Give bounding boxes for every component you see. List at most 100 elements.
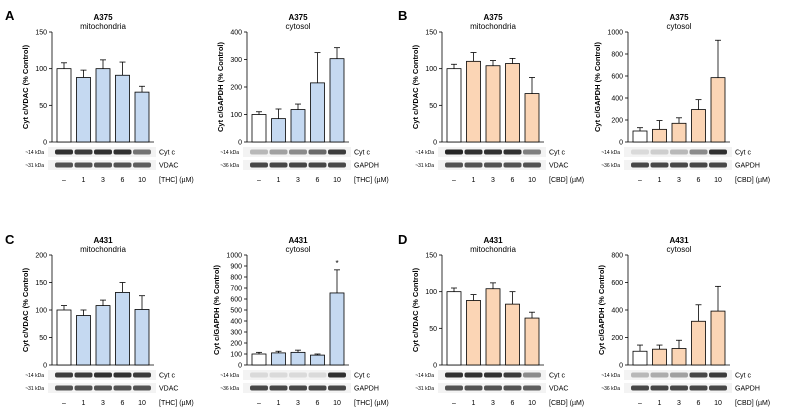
x-tick-label: 1 — [277, 177, 281, 184]
blot-label: Cyt c — [549, 150, 565, 157]
x-tick-label: 1 — [472, 400, 476, 407]
x-tick-label: – — [257, 400, 261, 407]
y-tick-label: 150 — [425, 30, 437, 37]
y-tick-label: 100 — [425, 66, 437, 73]
y-tick-label: 0 — [43, 140, 47, 147]
blot-band — [328, 149, 346, 155]
y-tick-label: 600 — [230, 297, 242, 304]
blot-band — [484, 162, 502, 168]
blot-band — [133, 149, 151, 155]
y-axis-label: Cyt c/GAPDH (% Control) — [212, 264, 221, 355]
x-tick-label: 10 — [333, 400, 341, 407]
x-tick-label: 6 — [511, 177, 515, 184]
blot-band — [289, 149, 307, 155]
chart-subtitle: mitochondria — [80, 245, 126, 254]
kda-label: ~36 kDa — [601, 386, 620, 392]
blot-band — [670, 149, 688, 155]
blot-label: Cyt c — [549, 373, 565, 380]
bar — [56, 309, 72, 366]
y-axis-label: Cyt c/VDAC (% Control) — [21, 44, 30, 129]
bar — [95, 305, 111, 366]
blot-label: VDAC — [159, 386, 178, 393]
blot-band — [289, 385, 307, 391]
x-tick-label: 10 — [528, 400, 536, 407]
y-tick-label: 800 — [611, 52, 623, 59]
blot-band — [74, 149, 93, 155]
kda-label: ~14 kDa — [601, 373, 620, 379]
blot-band — [133, 162, 151, 168]
y-tick-label: 400 — [230, 319, 242, 326]
bar — [76, 315, 91, 366]
blot-band — [308, 162, 327, 168]
blot-band — [308, 385, 327, 391]
blot-band — [689, 385, 708, 391]
blot-band — [650, 385, 669, 391]
x-tick-label: 6 — [697, 177, 701, 184]
bar — [632, 350, 648, 366]
chart-title: A375 — [483, 13, 503, 22]
y-tick-label: 150 — [35, 280, 47, 287]
blot-band — [113, 162, 132, 168]
kda-label: ~14 kDa — [415, 150, 434, 156]
bar — [710, 77, 726, 143]
y-tick-label: 300 — [230, 330, 242, 337]
blot-band — [484, 385, 502, 391]
kda-label: ~14 kDa — [601, 150, 620, 156]
bar — [466, 60, 481, 143]
y-tick-label: 400 — [611, 308, 623, 315]
blot-label: Cyt c — [159, 373, 175, 380]
blot-band — [689, 162, 708, 168]
y-axis-label: Cyt c/VDAC (% Control) — [21, 267, 30, 352]
y-tick-label: 400 — [611, 96, 623, 103]
y-axis-label: Cyt c/GAPDH (% Control) — [593, 41, 602, 132]
y-tick-label: 0 — [619, 140, 623, 147]
y-axis-label: Cyt c/VDAC (% Control) — [411, 44, 420, 129]
x-tick-label: 1 — [658, 177, 662, 184]
chart-subtitle: mitochondria — [80, 22, 126, 31]
x-tick-label: 3 — [101, 177, 105, 184]
bar — [329, 292, 345, 366]
blot-band — [289, 162, 307, 168]
blot-band — [670, 162, 688, 168]
bar — [76, 77, 91, 143]
bar — [652, 348, 667, 366]
blot-band — [464, 149, 483, 155]
x-tick-label: 10 — [138, 177, 146, 184]
bar — [652, 128, 667, 143]
y-tick-label: 0 — [619, 363, 623, 370]
y-tick-label: 50 — [429, 103, 437, 110]
y-tick-label: 0 — [433, 363, 437, 370]
y-tick-label: 100 — [35, 66, 47, 73]
x-tick-label: 3 — [491, 400, 495, 407]
x-tick-label: – — [452, 400, 456, 407]
bar — [691, 320, 706, 366]
blot-band — [250, 149, 268, 155]
blot-band — [113, 372, 132, 378]
y-tick-label: 600 — [611, 280, 623, 287]
blot-band — [113, 149, 132, 155]
blot-band — [445, 385, 463, 391]
bar — [95, 68, 111, 143]
blot-band — [523, 385, 541, 391]
blot-band — [269, 162, 288, 168]
blot-band — [650, 162, 669, 168]
x-tick-label: 3 — [491, 177, 495, 184]
y-tick-label: 100 — [35, 308, 47, 315]
y-tick-label: 800 — [611, 253, 623, 260]
x-tick-label: 1 — [277, 400, 281, 407]
chart-title: A431 — [93, 236, 113, 245]
x-tick-label: – — [638, 400, 642, 407]
blot-label: GAPDH — [354, 163, 379, 170]
bar — [134, 91, 150, 143]
treatment-label: [THC] (µM) — [354, 400, 389, 407]
blot-band — [328, 372, 346, 378]
panel-label: A — [5, 8, 15, 23]
blot-band — [94, 162, 112, 168]
blot-label: Cyt c — [735, 373, 751, 380]
bar — [271, 118, 286, 143]
treatment-label: [CBD] (µM) — [735, 177, 770, 184]
